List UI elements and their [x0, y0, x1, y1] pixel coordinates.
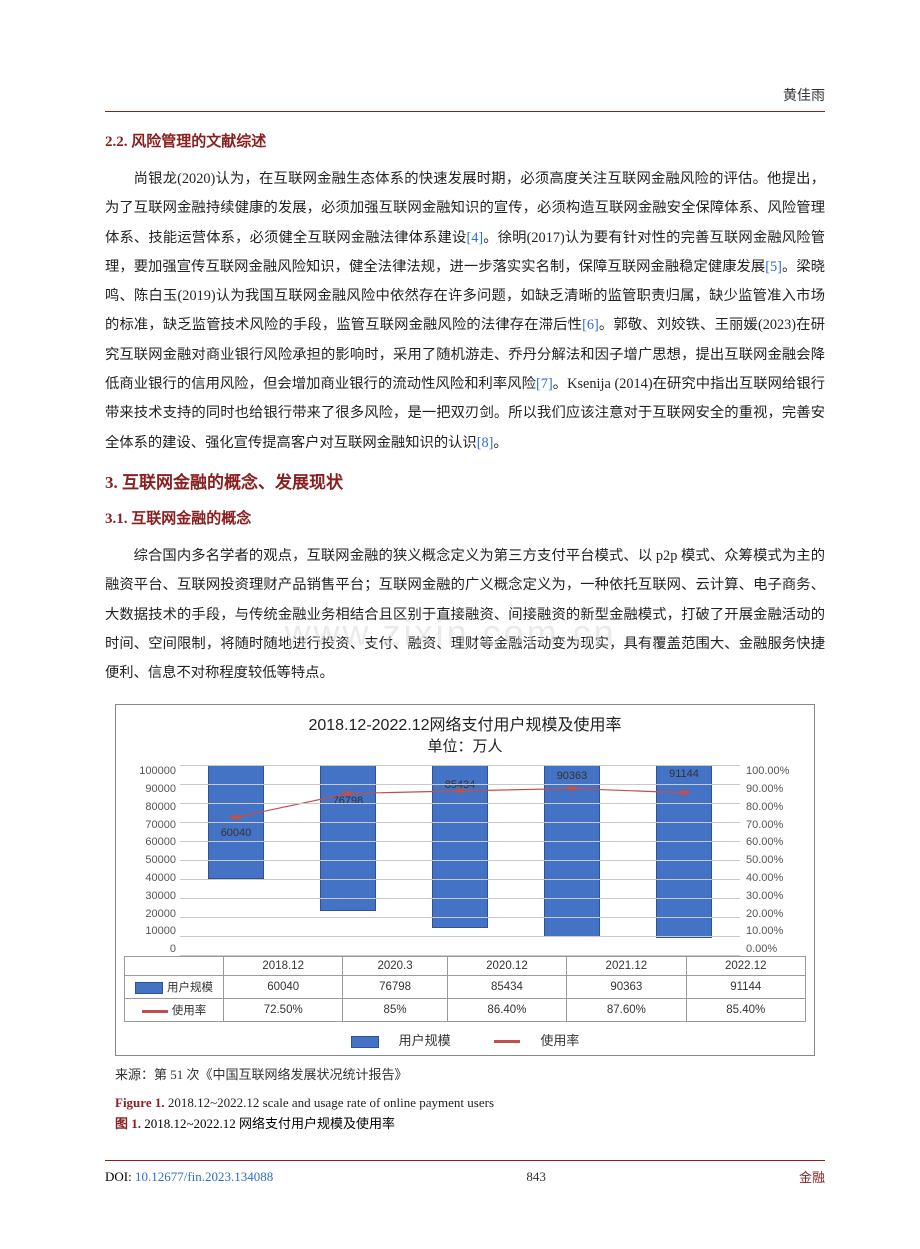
y-axis-left: 1000009000080000700006000050000400003000… — [124, 765, 180, 955]
chart-title-line1: 2018.12-2022.12网络支付用户规模及使用率 — [124, 715, 806, 737]
legend-bar-swatch — [351, 1036, 379, 1048]
doi-label: DOI: — [105, 1169, 135, 1184]
doi-link[interactable]: 10.12677/fin.2023.134088 — [135, 1169, 273, 1184]
figure-caption-cn-text: 2018.12~2022.12 网络支付用户规模及使用率 — [141, 1116, 395, 1131]
footer-journal: 金融 — [799, 1167, 825, 1186]
paragraph-2-2: 尚银龙(2020)认为，在互联网金融生态体系的快速发展时期，必须高度关注互联网金… — [105, 165, 825, 458]
chart-bottom-legend: 用户规模 使用率 — [124, 1030, 806, 1049]
legend-line-swatch — [494, 1040, 520, 1043]
footer-doi: DOI: 10.12677/fin.2023.134088 — [105, 1169, 273, 1185]
figure-caption-en-text: 2018.12~2022.12 scale and usage rate of … — [165, 1095, 494, 1110]
figure-1-chart: 2018.12-2022.12网络支付用户规模及使用率 单位：万人 100000… — [115, 704, 815, 1056]
heading-2-2: 2.2. 风险管理的文献综述 — [105, 130, 825, 151]
author-name: 黄佳雨 — [105, 85, 825, 105]
footer-page-number: 843 — [526, 1169, 546, 1185]
figure-caption-cn: 图 1. 2018.12~2022.12 网络支付用户规模及使用率 — [115, 1113, 815, 1132]
page-footer: DOI: 10.12677/fin.2023.134088 843 金融 — [105, 1160, 825, 1186]
paragraph-3-1: 综合国内多名学者的观点，互联网金融的狭义概念定义为第三方支付平台模式、以 p2p… — [105, 542, 825, 688]
heading-3: 3. 互联网金融的概念、发展现状 — [105, 468, 825, 493]
y-axis-right: 100.00%90.00%80.00%70.00%60.00%50.00%40.… — [740, 765, 806, 955]
chart-title-line2: 单位：万人 — [124, 737, 806, 757]
figure-label-cn: 图 1. — [115, 1116, 141, 1131]
chart-data-table: 2018.122020.32020.122021.122022.12用户规模60… — [124, 956, 806, 1022]
figure-caption-en: Figure 1. 2018.12~2022.12 scale and usag… — [115, 1095, 815, 1111]
heading-3-1: 3.1. 互联网金融的概念 — [105, 507, 825, 528]
figure-label-en: Figure 1. — [115, 1095, 165, 1110]
legend-bar-label: 用户规模 — [399, 1033, 451, 1048]
legend-line-label: 使用率 — [540, 1033, 579, 1048]
chart-plot-area: 6004076798854349036391144 — [180, 765, 740, 956]
header-rule — [105, 111, 825, 112]
chart-title: 2018.12-2022.12网络支付用户规模及使用率 单位：万人 — [124, 715, 806, 757]
chart-source: 来源：第 51 次《中国互联网络发展状况统计报告》 — [115, 1064, 815, 1083]
